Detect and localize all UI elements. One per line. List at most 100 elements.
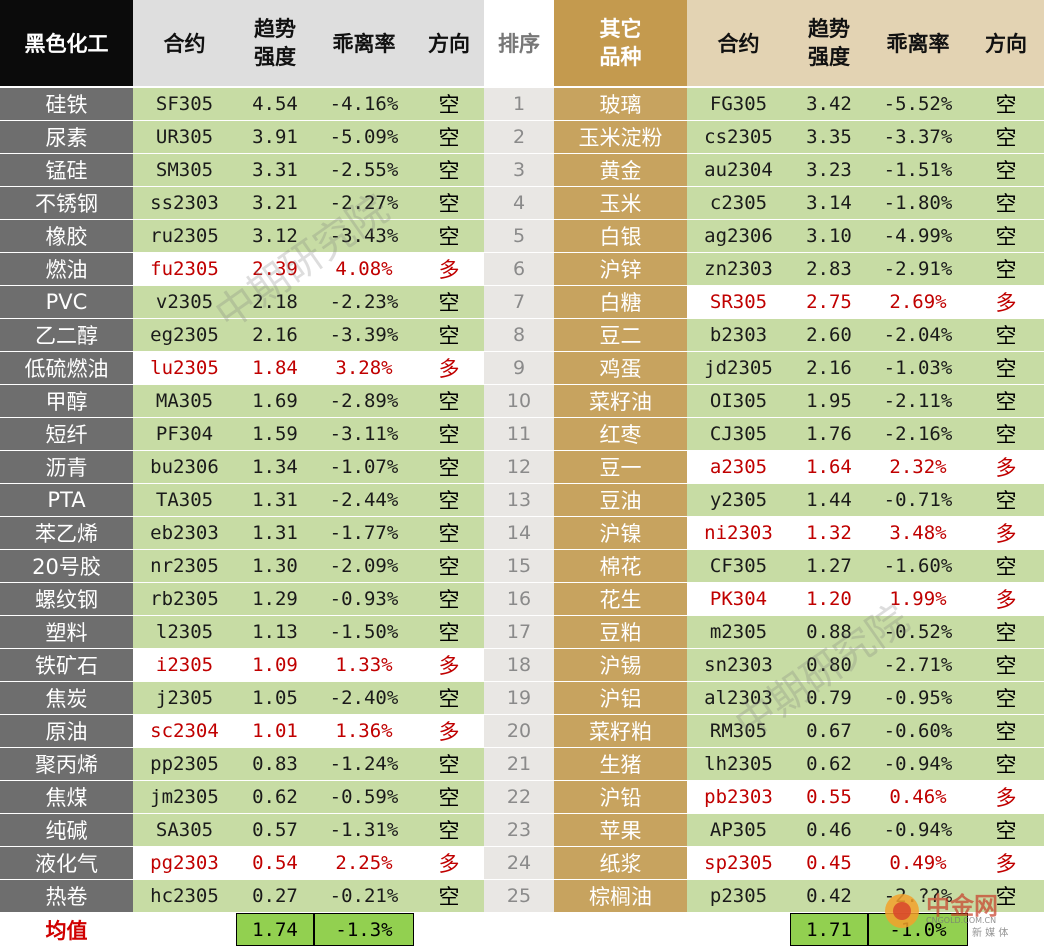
left-trend-strength: 1.30 xyxy=(236,550,314,582)
table-row: 短纤 PF304 1.59 -3.11% 空 11 红枣 CJ305 1.76 -2.16% 空 xyxy=(0,418,1044,450)
right-variety-name: 豆粕 xyxy=(554,616,687,648)
right-deviation: 3.48% xyxy=(868,517,968,549)
left-variety-name: 尿素 xyxy=(0,121,133,153)
right-variety-name: 纸浆 xyxy=(554,847,687,879)
right-direction: 空 xyxy=(968,616,1044,648)
left-deviation: 3.28% xyxy=(314,352,414,384)
rank-number: 21 xyxy=(484,748,554,780)
left-contract: MA305 xyxy=(133,385,236,417)
table-row: 原油 sc2304 1.01 1.36% 多 20 菜籽粕 RM305 0.67 -0.60% 空 xyxy=(0,715,1044,747)
rank-number: 10 xyxy=(484,385,554,417)
logo-text: 中金网 xyxy=(926,892,998,920)
right-trend-strength: 2.75 xyxy=(790,286,868,318)
table-row: 甲醇 MA305 1.69 -2.89% 空 10 菜籽油 OI305 1.95 -2.11% 空 xyxy=(0,385,1044,417)
right-contract: al2303 xyxy=(687,682,790,714)
right-deviation: 0.49% xyxy=(868,847,968,879)
logo-tagline: 新 媒 体 xyxy=(972,928,1009,939)
right-direction: 空 xyxy=(968,748,1044,780)
right-variety-name: 棕榈油 xyxy=(554,880,687,912)
rank-number: 16 xyxy=(484,583,554,615)
rank-number: 13 xyxy=(484,484,554,516)
right-contract: a2305 xyxy=(687,451,790,483)
right-direction: 空 xyxy=(968,715,1044,747)
table-row: 乙二醇 eg2305 2.16 -3.39% 空 8 豆二 b2303 2.60 -2.04% 空 xyxy=(0,319,1044,351)
right-trend-strength: 0.62 xyxy=(790,748,868,780)
left-contract: v2305 xyxy=(133,286,236,318)
left-variety-name: 硅铁 xyxy=(0,88,133,120)
left-variety-name: 沥青 xyxy=(0,451,133,483)
left-deviation: 2.25% xyxy=(314,847,414,879)
right-contract: RM305 xyxy=(687,715,790,747)
left-deviation: -0.21% xyxy=(314,880,414,912)
table-row: 尿素 UR305 3.91 -5.09% 空 2 玉米淀粉 cs2305 3.35 -3.37% 空 xyxy=(0,121,1044,153)
right-contract: p2305 xyxy=(687,880,790,912)
left-variety-name: 20号胶 xyxy=(0,550,133,582)
left-contract: ru2305 xyxy=(133,220,236,252)
table-row: 铁矿石 i2305 1.09 1.33% 多 18 沪锡 sn2303 0.80 -2.71% 空 xyxy=(0,649,1044,681)
left-variety-name: 乙二醇 xyxy=(0,319,133,351)
left-direction: 空 xyxy=(414,385,484,417)
left-deviation: -2.89% xyxy=(314,385,414,417)
right-trend-strength: 0.46 xyxy=(790,814,868,846)
left-direction: 空 xyxy=(414,517,484,549)
rank-number: 7 xyxy=(484,286,554,318)
table-row: PVC v2305 2.18 -2.23% 空 7 白糖 SR305 2.75 2.69% 多 xyxy=(0,286,1044,318)
right-deviation: -1.80% xyxy=(868,187,968,219)
left-contract: lu2305 xyxy=(133,352,236,384)
left-direction: 空 xyxy=(414,286,484,318)
left-direction: 空 xyxy=(414,451,484,483)
left-trend-strength: 3.12 xyxy=(236,220,314,252)
right-contract: pb2303 xyxy=(687,781,790,813)
left-variety-name: 不锈钢 xyxy=(0,187,133,219)
right-direction: 多 xyxy=(968,517,1044,549)
right-deviation: 1.99% xyxy=(868,583,968,615)
right-deviation: -2.04% xyxy=(868,319,968,351)
right-deviation: 2.69% xyxy=(868,286,968,318)
left-average-deviation: -1.3% xyxy=(314,913,414,946)
rank-number: 15 xyxy=(484,550,554,582)
right-variety-name: 玻璃 xyxy=(554,88,687,120)
table-row: 低硫燃油 lu2305 1.84 3.28% 多 9 鸡蛋 jd2305 2.16 -1.03% 空 xyxy=(0,352,1044,384)
right-contract: OI305 xyxy=(687,385,790,417)
right-title: 其它 品种 xyxy=(554,0,687,86)
table-row: 塑料 l2305 1.13 -1.50% 空 17 豆粕 m2305 0.88 -0.52% 空 xyxy=(0,616,1044,648)
left-direction: 空 xyxy=(414,88,484,120)
right-contract: lh2305 xyxy=(687,748,790,780)
table-row: PTA TA305 1.31 -2.44% 空 13 豆油 y2305 1.44 -0.71% 空 xyxy=(0,484,1044,516)
right-variety-name: 沪铝 xyxy=(554,682,687,714)
left-deviation: -1.07% xyxy=(314,451,414,483)
right-contract: sp2305 xyxy=(687,847,790,879)
right-deviation: -0.94% xyxy=(868,814,968,846)
right-deviation: -0.60% xyxy=(868,715,968,747)
rank-number: 14 xyxy=(484,517,554,549)
left-deviation: -2.23% xyxy=(314,286,414,318)
right-contract: ni2303 xyxy=(687,517,790,549)
left-contract: rb2305 xyxy=(133,583,236,615)
left-deviation: 1.36% xyxy=(314,715,414,747)
left-trend-strength: 1.01 xyxy=(236,715,314,747)
right-trend-strength: 0.55 xyxy=(790,781,868,813)
left-direction: 空 xyxy=(414,880,484,912)
right-deviation: -1.60% xyxy=(868,550,968,582)
left-trend-strength: 1.09 xyxy=(236,649,314,681)
right-variety-name: 玉米 xyxy=(554,187,687,219)
rank-number: 6 xyxy=(484,253,554,285)
left-deviation: -1.50% xyxy=(314,616,414,648)
rank-number: 3 xyxy=(484,154,554,186)
left-deviation: -3.43% xyxy=(314,220,414,252)
right-trend-strength: 1.27 xyxy=(790,550,868,582)
table-row: 20号胶 nr2305 1.30 -2.09% 空 15 棉花 CF305 1.27 -1.60%… xyxy=(0,550,1044,582)
left-variety-name: 聚丙烯 xyxy=(0,748,133,780)
right-contract: SR305 xyxy=(687,286,790,318)
right-direction: 空 xyxy=(968,385,1044,417)
right-deviation: -4.99% xyxy=(868,220,968,252)
right-deviation: -1.51% xyxy=(868,154,968,186)
left-variety-name: 塑料 xyxy=(0,616,133,648)
left-contract: bu2306 xyxy=(133,451,236,483)
left-direction: 空 xyxy=(414,748,484,780)
right-deviation: -0.94% xyxy=(868,748,968,780)
trend-header: 趋势 强度 xyxy=(236,0,314,86)
right-trend-strength: 2.60 xyxy=(790,319,868,351)
table-row: 焦煤 jm2305 0.62 -0.59% 空 22 沪铅 pb2303 0.55 0.46% 多 xyxy=(0,781,1044,813)
